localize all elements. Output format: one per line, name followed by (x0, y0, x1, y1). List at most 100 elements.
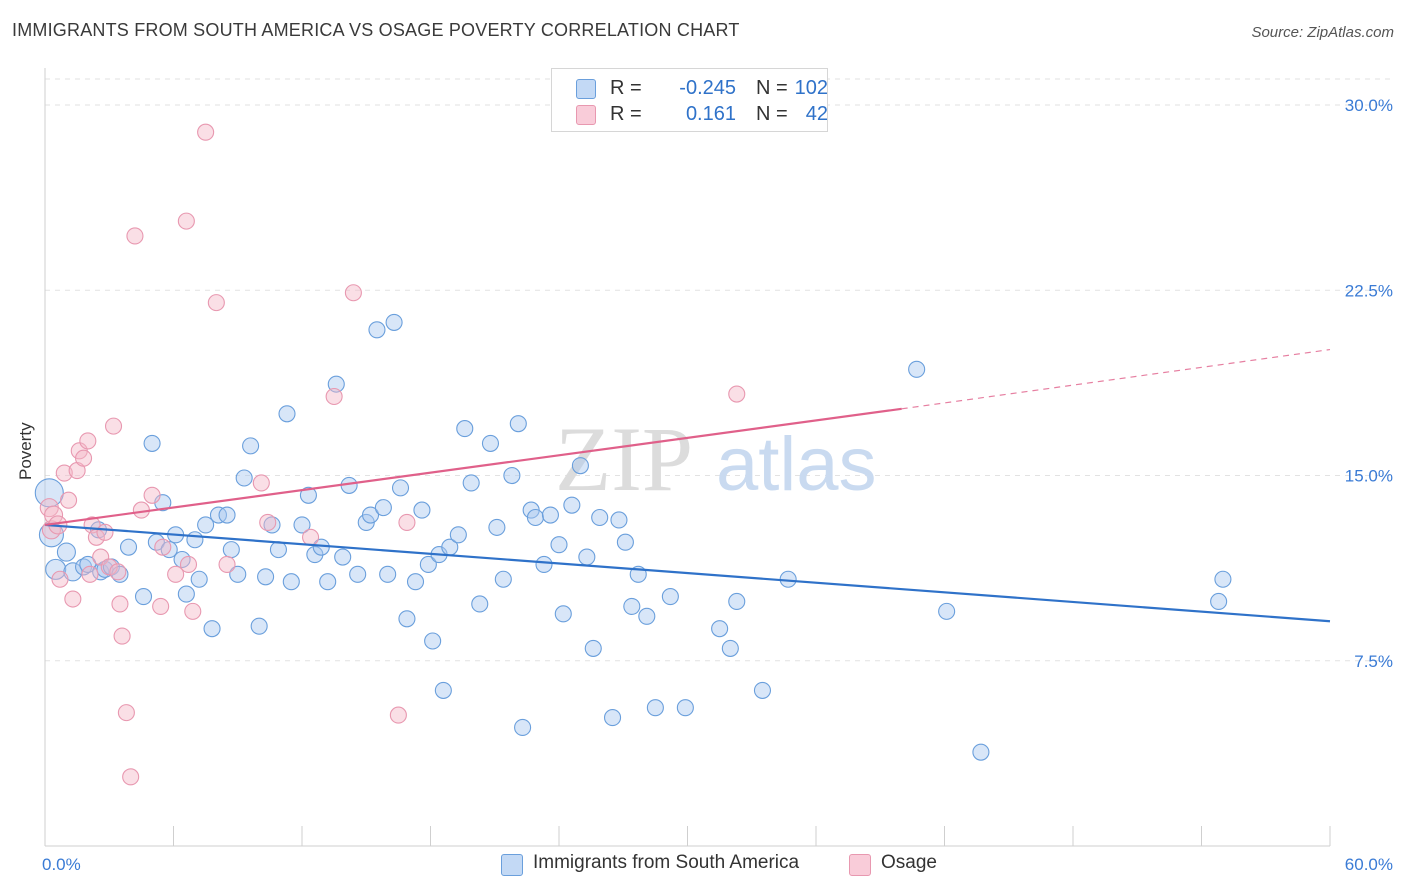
osage-point (389, 706, 407, 724)
y-axis-label: Poverty (16, 422, 35, 480)
y-tick-label: 22.5% (1345, 281, 1393, 300)
series-osage-points (39, 123, 746, 786)
watermark-atlas: atlas (716, 422, 877, 507)
immigrants-point (610, 511, 628, 529)
osage-point (143, 486, 161, 504)
immigrants-point (550, 536, 568, 554)
osage-point (207, 294, 225, 312)
immigrants-point (413, 501, 431, 519)
immigrants-point (584, 639, 602, 657)
trend-line-osage (44, 407, 902, 527)
immigrants-point (514, 718, 532, 736)
r-label: R = (610, 77, 642, 99)
gridlines (45, 78, 1393, 662)
r-label: R = (610, 103, 642, 125)
legend-swatch-osage (849, 854, 871, 876)
immigrants-point (299, 486, 317, 504)
immigrants-point (503, 466, 521, 485)
immigrants-point (494, 570, 512, 588)
immigrants-point (646, 699, 664, 717)
osage-point (81, 565, 99, 583)
osage-point (55, 464, 73, 482)
immigrants-point (578, 548, 596, 566)
immigrants-point (1210, 592, 1228, 611)
osage-point (197, 123, 215, 141)
immigrants-point (1214, 570, 1232, 588)
immigrants-point (218, 506, 236, 524)
osage-point (75, 449, 93, 467)
chart-title: IMMIGRANTS FROM SOUTH AMERICA VS OSAGE P… (12, 20, 740, 40)
osage-point (104, 417, 123, 435)
immigrants-point (250, 617, 268, 635)
immigrants-point (462, 474, 480, 492)
immigrants-point (229, 565, 247, 583)
immigrants-point (591, 508, 609, 527)
r-value: -0.245 (679, 77, 736, 99)
immigrants-point (190, 570, 208, 588)
osage-point (100, 558, 118, 576)
immigrants-point (571, 457, 589, 475)
immigrants-point (728, 592, 746, 611)
immigrants-point (424, 632, 442, 650)
immigrants-point (419, 555, 437, 573)
immigrants-point (908, 360, 926, 378)
immigrants-point (269, 541, 287, 559)
immigrants-point (526, 508, 544, 527)
y-tick-label: 15.0% (1345, 467, 1393, 486)
n-value: 102 (794, 77, 828, 99)
immigrants-point (721, 639, 739, 657)
immigrants-point (282, 573, 300, 591)
series-immigrants-points (34, 313, 1232, 761)
immigrants-point (235, 469, 253, 487)
osage-point (259, 513, 277, 532)
immigrants-point (278, 405, 296, 423)
immigrants-point (242, 437, 260, 455)
osage-point (184, 602, 202, 620)
immigrants-point (391, 479, 410, 497)
x-tick-label-min: 0.0% (42, 855, 81, 874)
osage-point (126, 227, 144, 245)
osage-point (252, 474, 270, 492)
immigrants-point (186, 531, 204, 549)
immigrants-point (203, 620, 221, 638)
immigrants-point (38, 522, 64, 548)
osage-point (325, 387, 343, 406)
immigrants-point (177, 585, 195, 603)
osage-point (60, 491, 78, 509)
y-tick-label: 7.5% (1354, 652, 1393, 671)
immigrants-point (45, 558, 67, 580)
osage-point (109, 563, 127, 581)
osage-point (218, 555, 236, 573)
osage-point (154, 538, 172, 556)
immigrants-point (119, 538, 138, 556)
immigrants-point (257, 568, 275, 586)
osage-point (167, 565, 185, 583)
osage-point (398, 513, 416, 532)
osage-point (179, 555, 198, 573)
legend-label-immigrants: Immigrants from South America (533, 852, 800, 873)
swatch-osage (576, 105, 596, 125)
trend-line-immigrants (44, 523, 1331, 623)
watermark: ZIP atlas (555, 408, 877, 510)
immigrants-point (293, 516, 311, 534)
immigrants-point (753, 681, 772, 699)
immigrants-point (554, 605, 572, 623)
r-value: 0.161 (685, 103, 736, 125)
immigrants-point (481, 434, 500, 452)
immigrants-point (209, 506, 228, 524)
immigrants-point (661, 587, 679, 606)
osage-point (79, 432, 97, 450)
n-value: 42 (805, 103, 828, 125)
immigrants-point (471, 595, 489, 613)
osage-point (51, 570, 69, 588)
stats-legend: R = -0.245 N = 102 R = 0.161 N = 42 (551, 68, 828, 132)
n-label: N = (756, 103, 788, 125)
immigrants-point (711, 620, 729, 638)
immigrants-point (222, 541, 240, 559)
immigrants-point (374, 499, 392, 517)
immigrants-point (385, 313, 403, 331)
immigrants-point (434, 681, 452, 699)
immigrants-point (368, 321, 386, 339)
osage-point (111, 595, 129, 613)
